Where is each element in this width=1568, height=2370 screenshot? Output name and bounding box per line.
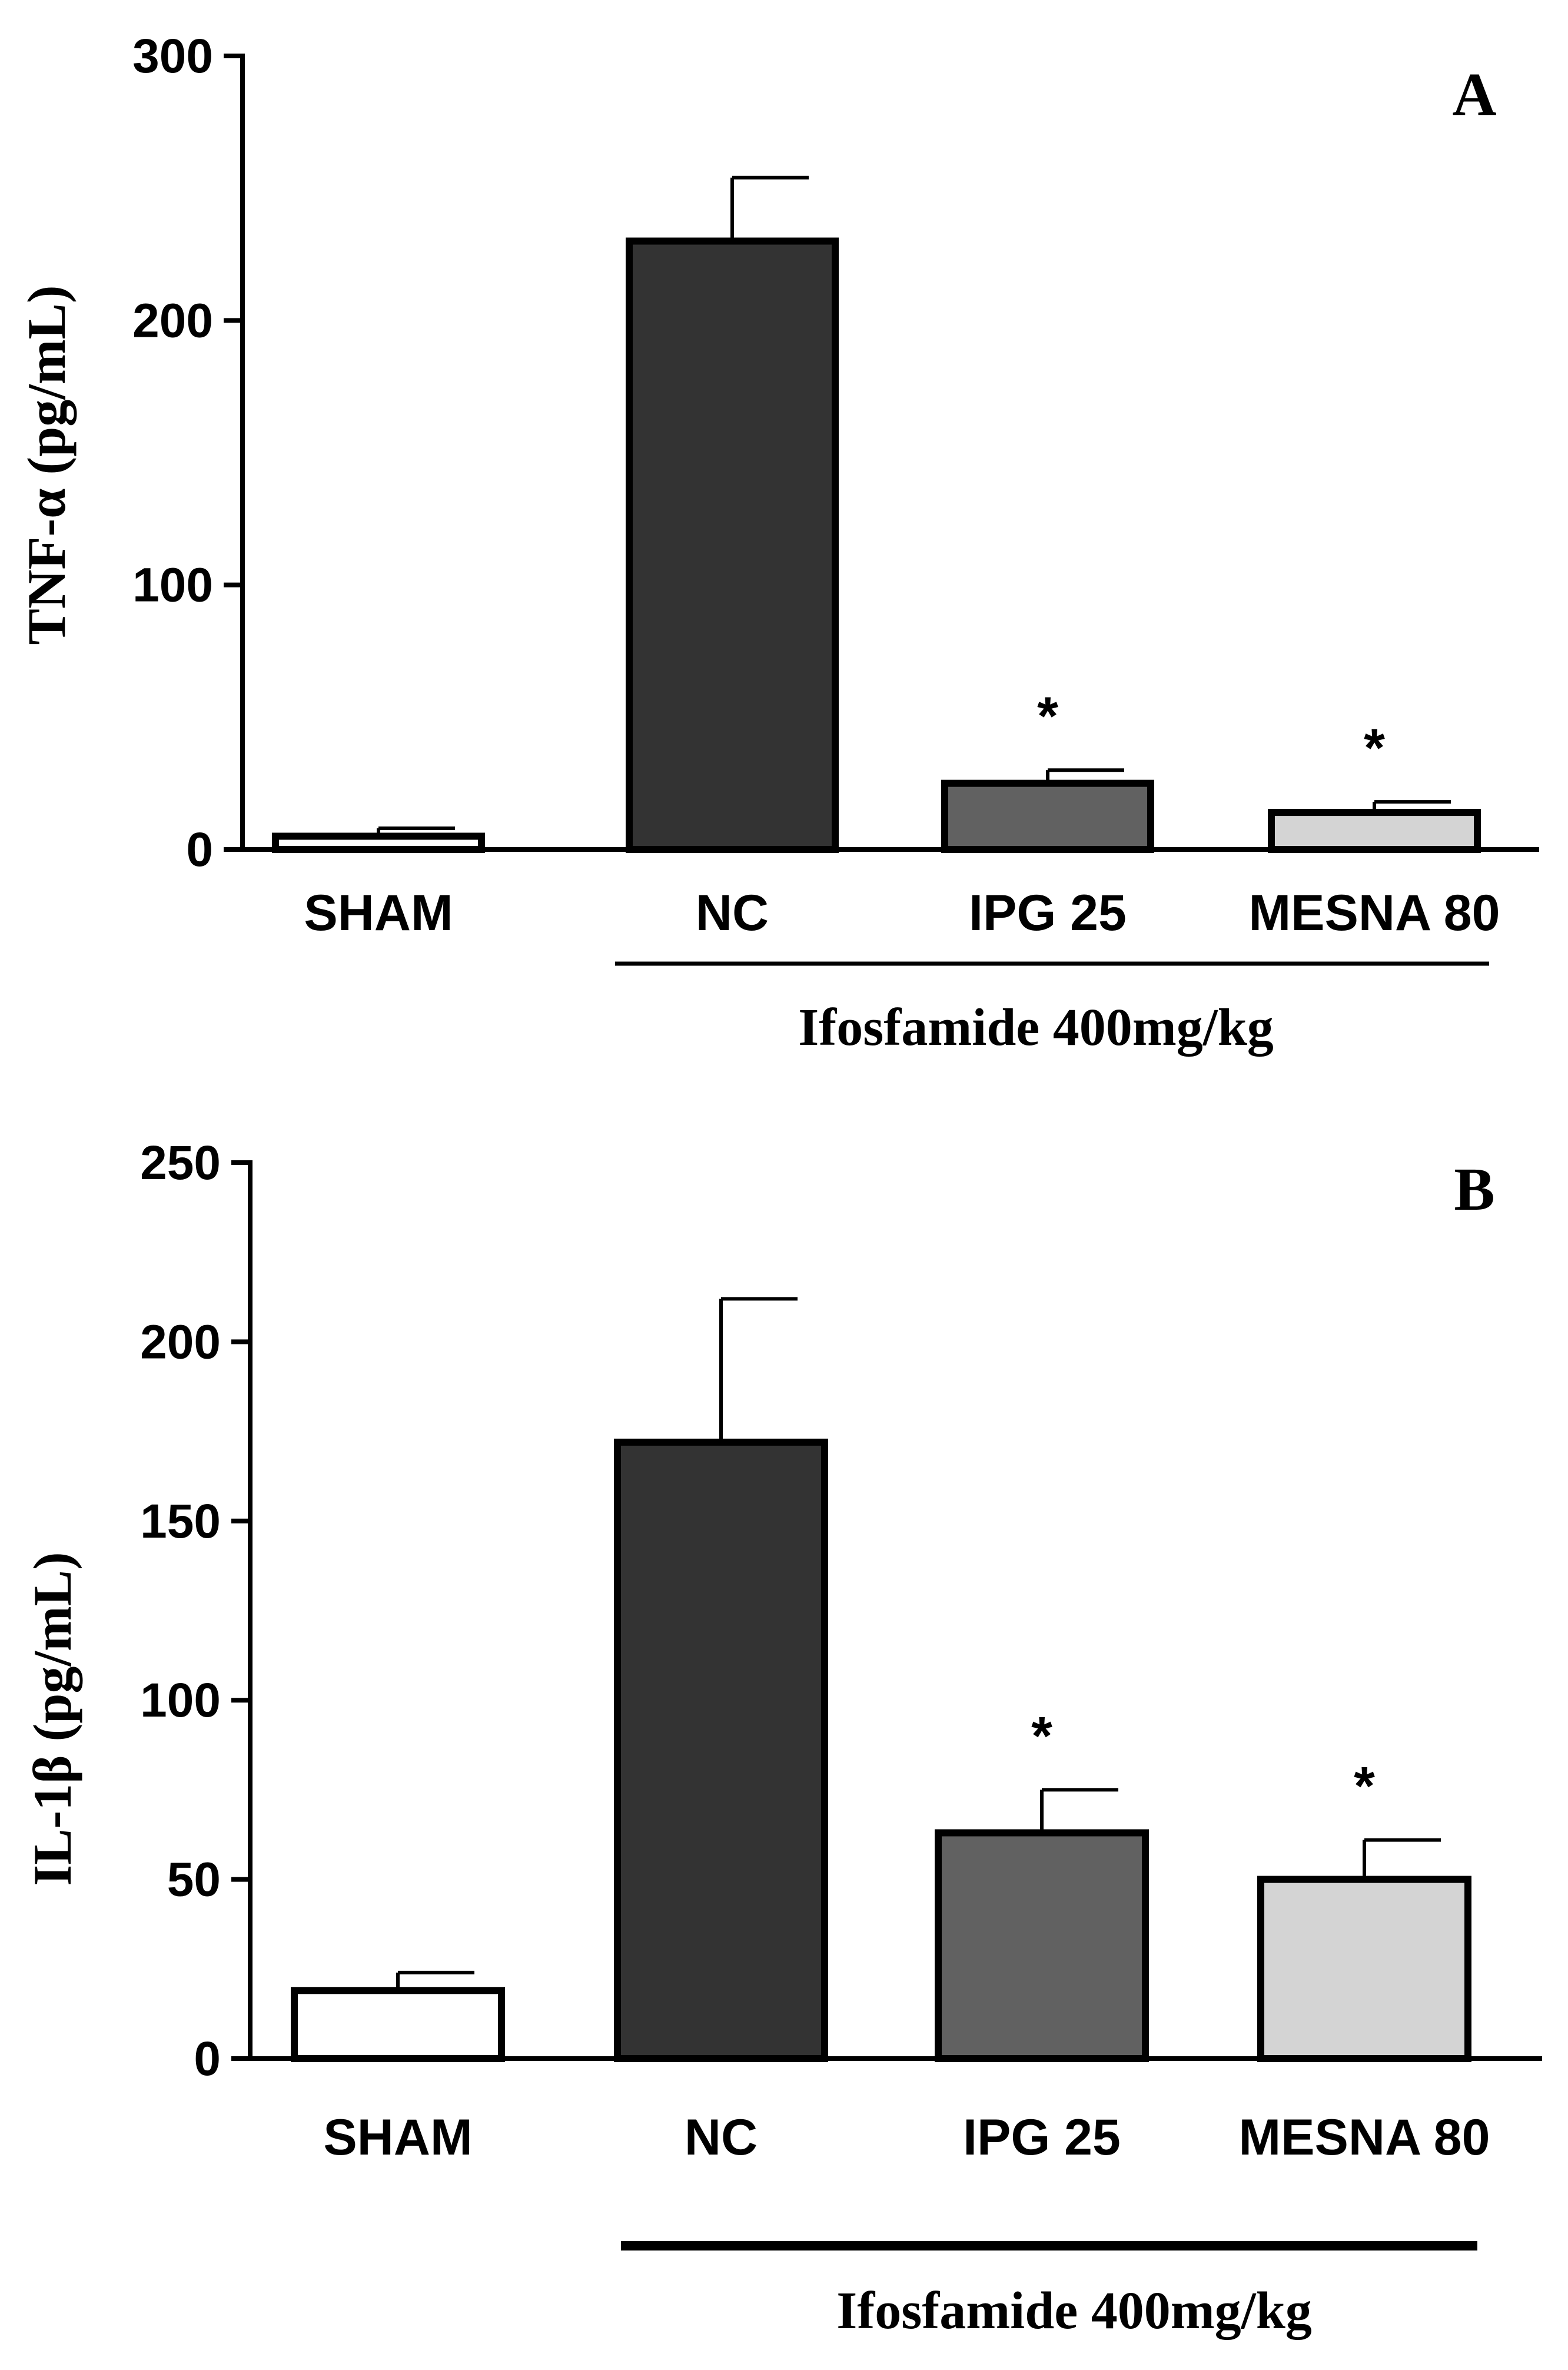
panel-b-bar-sham bbox=[291, 1987, 505, 2062]
panel-b-bar-nc bbox=[614, 1438, 828, 2062]
panel-b-y-tick-label: 250 bbox=[140, 1136, 221, 1190]
panel-b-chart: B IL-1β (pg/mL) Ifosfamide 400mg/kg 0 50 1… bbox=[22, 1136, 1542, 2340]
panel-a-category-label-sham: SHAM bbox=[304, 885, 453, 941]
panel-b-y-tick-label: 100 bbox=[140, 1674, 221, 1727]
panel-a-y-axis-label: TNF-α (pg/mL) bbox=[16, 286, 77, 645]
panel-a-category-label-mesna-80: MESNA 80 bbox=[1249, 885, 1500, 941]
panel-b-bar-mesna-80 bbox=[1257, 1876, 1471, 2063]
panel-b-y-axis-label: IL-1β (pg/mL) bbox=[22, 1552, 82, 1886]
panel-a-y-tick-label: 300 bbox=[132, 29, 213, 83]
panel-a-significance-mesna-80: * bbox=[1364, 718, 1385, 778]
panel-b-label: B bbox=[1454, 1156, 1494, 1223]
panel-a-y-tick-label: 200 bbox=[132, 294, 213, 347]
panel-b-significance-mesna-80: * bbox=[1354, 1757, 1375, 1817]
panel-a-y-tick-label: 0 bbox=[186, 823, 213, 877]
panel-a-chart: A TNF-α (pg/mL) Ifosfamide 400mg/kg 0 100… bbox=[16, 29, 1539, 1057]
panel-b-y-tick-label: 50 bbox=[167, 1853, 221, 1907]
panel-a-significance-ipg-25: * bbox=[1037, 686, 1058, 746]
panel-b-significance-ipg-25: * bbox=[1031, 1706, 1052, 1766]
panel-a-label: A bbox=[1452, 61, 1496, 128]
panel-b-group-label: Ifosfamide 400mg/kg bbox=[836, 2282, 1312, 2340]
panel-b-y-tick-label: 150 bbox=[140, 1495, 221, 1548]
panel-b-y-tick-label: 200 bbox=[140, 1315, 221, 1369]
panel-a-bar-nc bbox=[626, 237, 839, 853]
panel-a-y-tick-label: 100 bbox=[132, 559, 213, 612]
panel-a-bar-ipg-25 bbox=[941, 779, 1154, 853]
panel-b-category-label-sham: SHAM bbox=[323, 2109, 472, 2166]
panel-a-category-label-nc: NC bbox=[696, 885, 769, 941]
panel-a-group-label: Ifosfamide 400mg/kg bbox=[798, 998, 1274, 1057]
panel-a-category-label-ipg-25: IPG 25 bbox=[969, 885, 1127, 941]
panel-b-category-label-mesna-80: MESNA 80 bbox=[1239, 2109, 1490, 2166]
panel-a-bar-mesna-80 bbox=[1268, 809, 1481, 854]
panel-b-category-label-nc: NC bbox=[685, 2109, 758, 2166]
panel-a-bar-sham bbox=[272, 832, 485, 853]
panel-b-bar-ipg-25 bbox=[935, 1829, 1149, 2063]
panel-b-y-tick-label: 0 bbox=[194, 2032, 221, 2086]
panel-b-category-label-ipg-25: IPG 25 bbox=[963, 2109, 1121, 2166]
